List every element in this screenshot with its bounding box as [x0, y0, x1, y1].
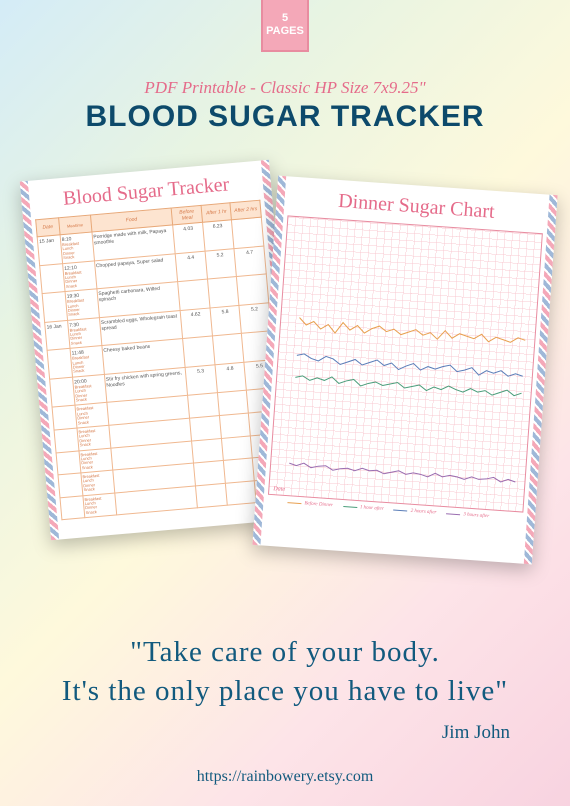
table-cell: BreakfastLunchDinnerSnack [81, 470, 115, 495]
table-cell: 4.03 [173, 222, 205, 253]
table-cell: 4.7 [234, 246, 266, 277]
table-cell [207, 277, 239, 308]
legend-swatch [446, 513, 460, 515]
legend-item: 2 hours after [393, 508, 436, 516]
table-cell [219, 413, 250, 438]
table-cell: 11:48BreakfastLunchDinnerSnack [70, 346, 104, 377]
legend-label: 2 hours after [410, 509, 436, 516]
legend-label: 3 hours after [463, 512, 489, 519]
main-title: BLOOD SUGAR TRACKER [0, 100, 570, 134]
tracker-table: DateMealtimeFoodBefore MealAfter 1 hrAft… [35, 200, 286, 521]
table-cell [188, 393, 219, 418]
table-cell: 19:30BreakfastLunchDinnerSnack [65, 289, 99, 320]
table-cell [225, 480, 256, 505]
table-cell: BreakfastLunchDinnerSnack [77, 425, 111, 450]
table-cell [196, 483, 227, 508]
table-cell: 6.23 [202, 220, 234, 251]
quote-line-1: "Take care of your body. [0, 633, 570, 672]
shop-url: https://rainbowery.etsy.com [0, 768, 570, 786]
preview-pages: Blood Sugar Tracker DateMealtimeFoodBefo… [0, 150, 570, 570]
table-cell [194, 460, 225, 485]
table-cell: BreakfastLunchDinnerSnack [75, 403, 109, 428]
legend-swatch [343, 506, 357, 508]
table-cell [223, 458, 254, 483]
table-cell [232, 217, 264, 248]
date-axis-label: Date [273, 486, 285, 493]
legend-item: Before Dinner [287, 500, 333, 508]
table-cell: 5.2 [205, 248, 237, 279]
table-cell [212, 334, 244, 365]
table-cell [178, 279, 210, 310]
table-header: Date [36, 218, 60, 237]
table-cell: 4.4 [175, 251, 207, 282]
quote-byline: Jim John [442, 722, 510, 744]
chart-page-preview: Dinner Sugar Chart Date Before Dinner1 h… [252, 176, 557, 565]
quote: "Take care of your body. It's the only p… [0, 633, 570, 711]
table-cell [56, 450, 81, 474]
table-cell: 4.62 [180, 308, 212, 339]
table-cell [54, 428, 79, 452]
table-cell: 7:30BreakfastLunchDinnerSnack [67, 317, 101, 348]
table-cell [237, 274, 269, 305]
table-cell [221, 435, 252, 460]
table-cell: 20:00BreakfastLunchDinnerSnack [72, 374, 106, 405]
legend-label: Before Dinner [304, 501, 333, 508]
table-cell [183, 336, 215, 367]
chart-series [288, 447, 520, 503]
table-cell [52, 406, 77, 430]
legend-item: 3 hours after [446, 511, 489, 519]
badge-text: PAGES [266, 25, 304, 38]
table-cell [50, 377, 75, 407]
table-cell: BreakfastLunchDinnerSnack [83, 493, 117, 518]
sugar-chart: Date [268, 215, 543, 512]
table-cell [40, 263, 65, 293]
table-cell [192, 438, 223, 463]
table-cell: 16 Jan [45, 320, 70, 350]
pages-badge: 5 PAGES [261, 0, 309, 52]
badge-number: 5 [282, 12, 288, 25]
subtitle: PDF Printable - Classic HP Size 7x9.25" [0, 78, 570, 98]
table-cell: 5.3 [185, 365, 217, 396]
table-cell [47, 349, 72, 379]
table-cell [42, 292, 67, 322]
table-cell: 15 Jan [37, 235, 62, 265]
quote-line-2: It's the only place you have to live" [0, 672, 570, 711]
table-cell [190, 416, 221, 441]
table-cell [217, 390, 248, 415]
table-cell: 4.8 [215, 362, 247, 393]
table-cell: BreakfastLunchDinnerSnack [79, 448, 113, 473]
table-cell [60, 495, 85, 519]
table-cell: 12:10BreakfastLunchDinnerSnack [62, 260, 96, 291]
legend-swatch [394, 509, 408, 511]
legend-label: 1 hour after [360, 505, 384, 512]
table-cell [58, 473, 83, 497]
table-cell: 5.8 [210, 305, 242, 336]
table-cell: 8:10BreakfastLunchDinnerSnack [60, 232, 94, 263]
legend-item: 1 hour after [343, 504, 384, 512]
legend-swatch [287, 502, 301, 504]
